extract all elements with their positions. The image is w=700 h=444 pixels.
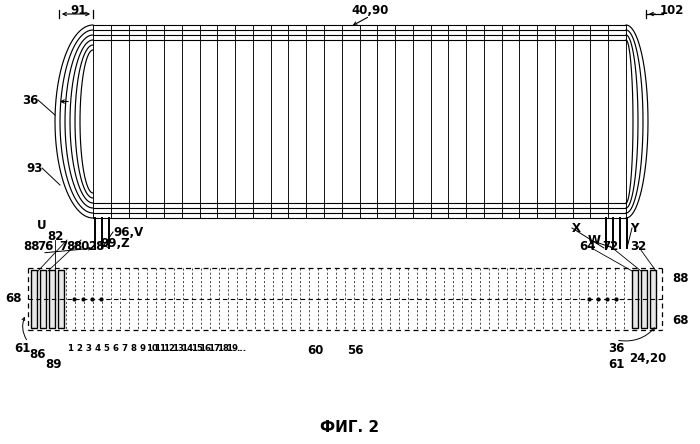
Text: 4: 4 [94,344,101,353]
Text: 11: 11 [155,344,167,353]
Text: 8: 8 [130,344,136,353]
Text: 89: 89 [46,358,62,371]
Text: 61: 61 [14,342,30,355]
Text: 82: 82 [47,230,63,242]
Text: 72: 72 [602,239,618,253]
Text: 24,20: 24,20 [629,352,666,365]
Bar [49,270,55,328]
Text: W: W [588,234,601,246]
Text: 68: 68 [672,313,689,326]
Text: U: U [37,218,47,231]
Text: 6: 6 [113,344,118,353]
Bar [31,270,37,328]
Text: 80: 80 [73,239,89,253]
Text: 18: 18 [218,344,230,353]
Text: 99,Z: 99,Z [100,237,130,250]
Text: 1: 1 [67,344,74,353]
Text: 16: 16 [199,344,211,353]
Text: 60: 60 [307,344,323,357]
Text: 2: 2 [76,344,83,353]
Text: 14: 14 [181,344,194,353]
Text: 32: 32 [630,239,646,253]
Text: 36: 36 [608,342,624,355]
Text: 86: 86 [29,348,46,361]
Text: 3: 3 [85,344,92,353]
Text: 36: 36 [22,94,38,107]
Text: 12: 12 [164,344,176,353]
Text: 88: 88 [24,239,41,253]
Text: 7: 7 [121,344,127,353]
Text: 56: 56 [346,344,363,357]
Text: X: X [572,222,581,234]
Text: 91: 91 [71,4,88,16]
Text: 96,V: 96,V [113,226,144,238]
Text: 9: 9 [139,344,146,353]
Text: ...: ... [237,344,246,353]
Text: 88: 88 [672,271,689,285]
Text: 93: 93 [27,162,43,174]
Text: 5: 5 [104,344,109,353]
Text: Y: Y [630,222,638,234]
Text: 68: 68 [6,293,22,305]
Text: 19: 19 [227,344,239,353]
Text: 64: 64 [580,239,596,253]
Bar [58,270,64,328]
Text: ФИГ. 2: ФИГ. 2 [321,420,379,436]
Text: 13: 13 [172,344,185,353]
Text: 76: 76 [37,239,53,253]
Bar [40,270,46,328]
Text: 102: 102 [660,4,684,16]
Bar [632,270,638,328]
Bar [641,270,647,328]
Text: 15: 15 [190,344,202,353]
Text: 10: 10 [146,344,158,353]
Text: 61: 61 [608,358,624,371]
Text: 28: 28 [88,239,104,253]
Text: 78: 78 [59,239,75,253]
Bar [650,270,656,328]
Text: 17: 17 [209,344,220,353]
Text: 40,90: 40,90 [351,4,388,16]
